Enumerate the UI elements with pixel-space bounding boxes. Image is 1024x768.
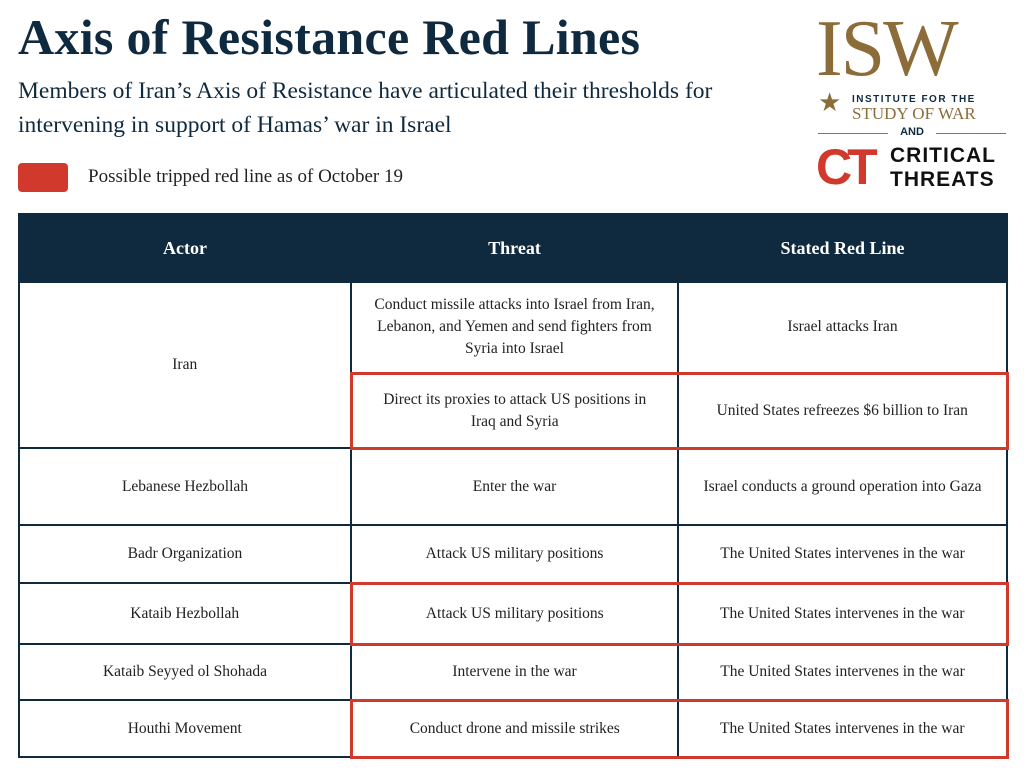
actor-cell: Kataib Hezbollah [18,582,352,645]
divider [936,133,1006,134]
threat-cell: Conduct missile attacks into Israel from… [350,281,679,374]
threat-cell: Attack US military positions [350,524,679,584]
threat-cell: Attack US military positions [349,581,679,646]
actor-cell: Lebanese Hezbollah [18,447,352,526]
table-row: Direct its proxies to attack US position… [19,371,1009,450]
red-line-cell: The United States intervenes in the war [677,581,1009,646]
table-row: Kataib Hezbollah Attack US military posit… [18,581,1009,646]
table-row: Lebanese Hezbollah Enter the war Israel co… [18,447,1008,526]
actor-cell: Badr Organization [18,524,352,584]
legend-swatch [18,163,68,192]
and-text: AND [900,126,924,138]
logo: ISW ★ INSTITUTE FOR THE STUDY OF WAR AND… [812,5,1012,195]
table-row: Kataib Seyyed ol Shohada Intervene in the… [18,643,1008,701]
threat-cell: Intervene in the war [350,643,679,701]
red-line-cell: The United States intervenes in the war [677,698,1009,759]
actor-cell: Houthi Movement [18,699,352,758]
divider [818,133,888,134]
ct-text: THREATS [890,168,995,191]
table-row: Badr Organization Attack US military posi… [18,524,1008,584]
isw-text: INSTITUTE FOR THE [852,94,976,105]
red-line-cell: United States refreezes $6 billion to Ir… [677,371,1009,450]
isw-text: STUDY OF WAR [852,104,976,123]
red-line-cell: The United States intervenes in the war [677,524,1008,584]
subtitle: Members of Iran’s Axis of Resistance hav… [18,78,713,138]
table: Actor Threat Stated Red Line Iran Conduct m… [18,213,1009,759]
table-row: Iran Conduct missile attacks into Israel … [18,281,1008,449]
red-line-cell: Israel attacks Iran [677,281,1008,374]
ct-logo: CT [816,139,878,195]
legend-label: Possible tripped red line as of October … [88,166,404,187]
column-header: Threat [350,213,679,283]
ct-text: CRITICAL [890,144,996,167]
table-body: Iran Conduct missile attacks into Israel … [18,281,1009,759]
column-header: Stated Red Line [677,213,1008,283]
threat-cell: Enter the war [350,447,679,526]
table-row: Houthi Movement Conduct drone and missile… [18,698,1009,759]
threat-cell: Direct its proxies to attack US position… [349,371,679,450]
actor-cell: Kataib Seyyed ol Shohada [18,643,352,701]
header-row: Actor Threat Stated Red Line [18,213,1008,283]
star-icon: ★ [818,88,842,117]
threat-cell: Conduct drone and missile strikes [349,698,679,759]
red-line-cell: Israel conducts a ground operation into … [677,447,1008,526]
actor-cell: Iran [18,281,352,449]
column-header: Actor [18,213,352,283]
isw-logo: ISW [816,5,959,93]
red-line-cell: The United States intervenes in the war [677,643,1008,701]
title: Axis of Resistance Red Lines [18,9,641,65]
